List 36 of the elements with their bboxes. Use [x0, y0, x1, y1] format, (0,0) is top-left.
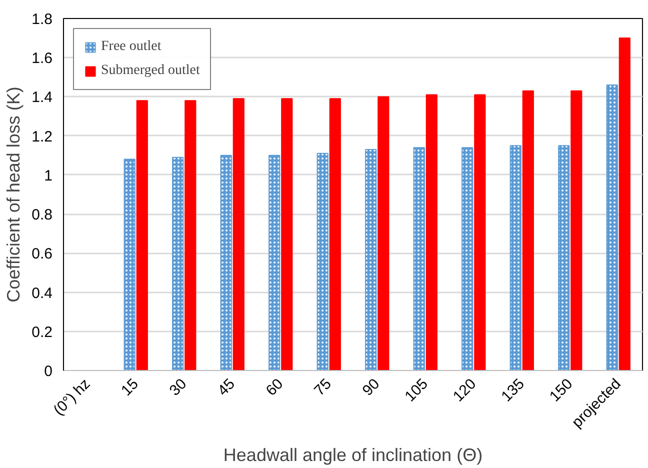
y-tick-label: 0.6	[32, 246, 53, 263]
bar	[184, 100, 196, 370]
legend-label: Free outlet	[101, 39, 162, 55]
bar	[426, 94, 438, 370]
bar	[232, 98, 244, 370]
bar	[618, 38, 630, 370]
y-tick-label: 0	[44, 363, 52, 380]
x-axis-title: Headwall angle of inclination (Θ)	[223, 445, 483, 466]
x-tick-label: 135	[498, 375, 528, 406]
bar	[281, 98, 293, 370]
bar	[570, 90, 582, 370]
x-tick-label: 150	[546, 375, 576, 406]
bar	[474, 94, 486, 370]
y-tick-label: 1.8	[32, 11, 53, 28]
bar	[522, 90, 534, 370]
y-axis-title: Coefficient of head loss (K)	[4, 86, 24, 302]
bar	[329, 98, 341, 370]
x-tick-label: 105	[402, 375, 432, 406]
y-tick-label: 0.8	[32, 206, 53, 224]
x-tick-label: 120	[450, 375, 480, 406]
x-tick-label: 90	[359, 375, 384, 400]
x-tick-label: 45	[214, 375, 238, 400]
x-tick-label: 75	[311, 375, 335, 400]
bar	[378, 96, 390, 370]
y-tick-label: 1.4	[32, 89, 53, 106]
x-tick-label: 30	[166, 375, 190, 400]
x-tick-label: 60	[262, 375, 287, 400]
y-tick-label: 1.6	[32, 50, 53, 68]
y-tick-label: 1	[44, 167, 52, 184]
x-tick-label: 15	[118, 375, 142, 400]
x-tick-label: (0°) hz	[50, 375, 94, 419]
legend-label: Submerged outlet	[101, 63, 200, 79]
y-tick-label: 0.2	[32, 324, 53, 341]
y-tick-label: 1.2	[32, 128, 53, 146]
bar	[136, 100, 148, 370]
y-tick-label: 0.4	[32, 284, 53, 302]
